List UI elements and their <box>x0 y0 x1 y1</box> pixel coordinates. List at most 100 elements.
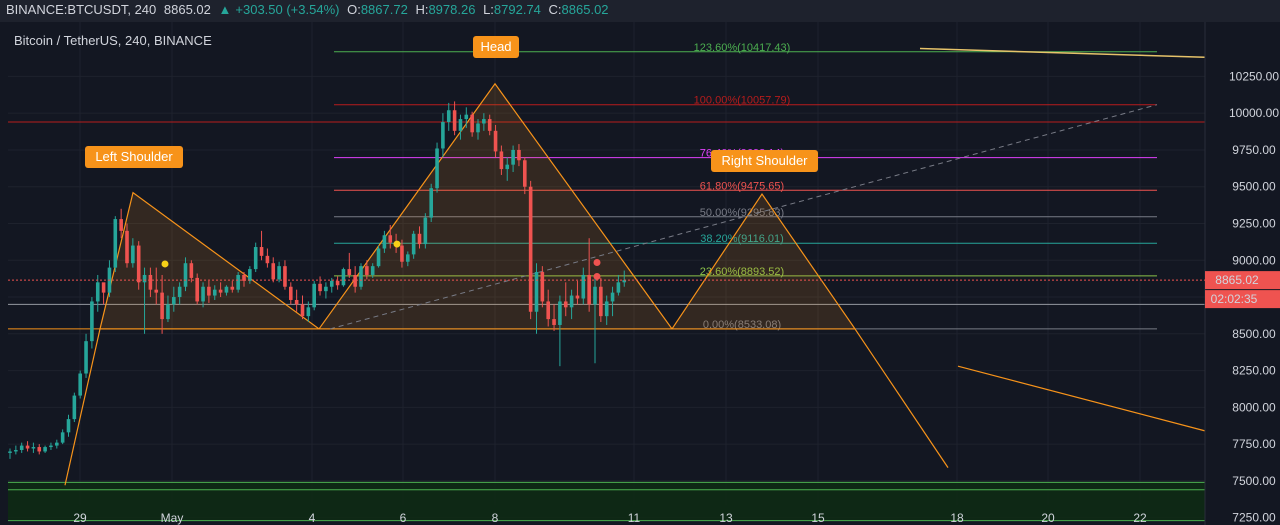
candle-body <box>189 263 194 278</box>
y-tick-label: 8000.00 <box>1232 400 1276 414</box>
x-tick-label: 8 <box>492 511 499 525</box>
high-value: 8978.26 <box>428 2 476 17</box>
candle-body <box>441 122 445 149</box>
y-tick-label: 7750.00 <box>1232 437 1276 451</box>
candle-body <box>528 186 533 312</box>
x-tick-label: 18 <box>950 511 964 525</box>
candle-body <box>271 263 276 280</box>
candle-body <box>49 445 53 448</box>
candle-body <box>218 289 223 293</box>
candle-body <box>195 277 199 302</box>
candle-body <box>66 419 71 433</box>
candle-body <box>622 280 627 283</box>
head-and-shoulders-pattern[interactable] <box>64 47 1206 486</box>
candle-body <box>505 164 510 170</box>
x-tick-label: 11 <box>628 511 641 525</box>
candle-body <box>183 263 188 287</box>
fib-level-label: 0.00%(8533.08) <box>703 319 781 331</box>
candle-body <box>55 442 59 446</box>
symbol-header: BINANCE:BTCUSDT, 240 8865.02 ▲ +303.50 (+… <box>0 0 1280 22</box>
price-axis[interactable]: 10250.00 10000.00 9750.00 9500.00 9250.00 900… <box>8 22 1280 525</box>
candle-body <box>230 286 235 290</box>
candle-body <box>610 292 615 302</box>
candle-body <box>359 266 363 287</box>
candle-body <box>201 286 205 302</box>
candle-body <box>14 449 18 452</box>
candle-body <box>370 266 375 275</box>
candle-body <box>324 286 328 292</box>
candle-body <box>511 149 515 165</box>
candle-body <box>207 286 211 296</box>
candle-body <box>119 219 123 231</box>
candle-body <box>563 301 568 308</box>
callout-label: Left Shoulder <box>95 149 173 164</box>
candle-body <box>37 447 42 452</box>
candle-body <box>78 373 82 396</box>
candle-body <box>212 289 217 296</box>
signal-dot <box>593 258 601 266</box>
candle-body <box>259 247 264 256</box>
candle-body <box>558 301 562 325</box>
open-label: O: <box>347 2 361 17</box>
y-tick-label: 9000.00 <box>1232 253 1276 267</box>
candle-body <box>25 445 30 449</box>
fib-level-label: 23.60%(8893.52) <box>700 266 784 278</box>
candle-body <box>113 219 118 268</box>
candle-body <box>242 274 246 281</box>
y-tick-label: 8250.00 <box>1232 364 1276 378</box>
time-axis[interactable]: 29 May 4 6 8 11 13 15 18 20 22 <box>73 511 1147 525</box>
candle-body <box>166 304 170 320</box>
candle-body <box>265 255 270 264</box>
support-zone <box>8 481 1205 522</box>
candle-body <box>540 272 545 302</box>
candle-body <box>604 301 609 317</box>
callout-box <box>711 150 818 172</box>
candle-body <box>312 283 316 308</box>
x-tick-label: May <box>161 511 184 525</box>
price-change: +303.50 (+3.54%) <box>235 2 340 17</box>
trend-line <box>957 365 1206 432</box>
candle-body <box>458 119 463 131</box>
x-tick-label: 15 <box>811 511 825 525</box>
x-tick-label: 29 <box>73 511 87 525</box>
candle-body <box>482 119 486 124</box>
candle-body <box>587 274 591 305</box>
candle-body <box>569 295 574 308</box>
upper-trend-line <box>919 47 1206 59</box>
candle-body <box>417 233 422 245</box>
candle-body <box>599 286 603 317</box>
countdown-label: 02:02:35 <box>1211 292 1258 306</box>
candle-body <box>72 395 77 420</box>
candle-body <box>517 149 521 161</box>
candle-body <box>616 282 621 293</box>
symbol-label[interactable]: BINANCE:BTCUSDT, 240 <box>6 2 157 17</box>
candle-body <box>341 269 346 286</box>
signal-dot <box>593 272 601 280</box>
candle-body <box>31 447 36 449</box>
candle-body <box>95 282 100 302</box>
fib-level-label: 38.20%(9116.01) <box>700 233 784 245</box>
candle-body <box>136 245 141 283</box>
candle-body <box>300 304 305 317</box>
fib-level-label: 61.80%(9475.65) <box>700 180 784 192</box>
candle-body <box>534 272 539 312</box>
candle-body <box>429 188 433 218</box>
candle-body <box>101 282 106 293</box>
candle-body <box>160 292 164 320</box>
candle-body <box>365 266 369 275</box>
candle-body <box>90 301 94 342</box>
x-tick-label: 4 <box>309 511 316 525</box>
candle-body <box>499 151 504 170</box>
pattern-callouts[interactable]: Left Shoulder Head Right Shoulder <box>85 36 818 172</box>
candle-body <box>452 110 457 131</box>
candle-body <box>19 445 24 450</box>
candle-body <box>283 266 287 287</box>
candle-body <box>575 295 580 299</box>
candle-body <box>400 245 404 262</box>
current-price-label: 8865.02 <box>1215 273 1259 287</box>
candle-body <box>476 123 480 133</box>
candle-body <box>318 283 322 292</box>
callout-box <box>85 146 183 168</box>
x-tick-label: 20 <box>1041 511 1055 525</box>
